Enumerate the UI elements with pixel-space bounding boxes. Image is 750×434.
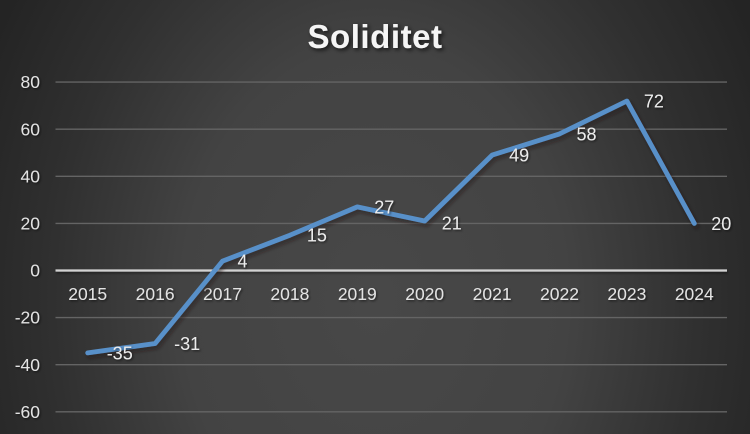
- svg-text:2015: 2015: [68, 284, 107, 304]
- svg-text:4: 4: [238, 252, 248, 272]
- svg-text:2021: 2021: [473, 284, 512, 304]
- svg-text:-35: -35: [107, 343, 133, 363]
- svg-text:20: 20: [21, 214, 41, 234]
- svg-text:72: 72: [644, 91, 664, 111]
- svg-text:20: 20: [711, 214, 731, 234]
- svg-text:-40: -40: [15, 355, 41, 375]
- svg-text:2022: 2022: [540, 284, 579, 304]
- svg-text:60: 60: [21, 119, 41, 139]
- svg-text:2016: 2016: [136, 284, 175, 304]
- svg-text:0: 0: [30, 261, 40, 281]
- svg-text:-31: -31: [174, 334, 200, 354]
- svg-text:2020: 2020: [405, 284, 444, 304]
- svg-text:2023: 2023: [607, 284, 646, 304]
- svg-text:21: 21: [442, 213, 462, 233]
- svg-text:2024: 2024: [675, 284, 714, 304]
- svg-text:2019: 2019: [338, 284, 377, 304]
- svg-text:49: 49: [509, 146, 529, 166]
- svg-text:27: 27: [374, 197, 394, 217]
- svg-text:58: 58: [577, 124, 597, 144]
- svg-text:-60: -60: [15, 402, 41, 422]
- svg-text:-20: -20: [15, 308, 41, 328]
- svg-text:2017: 2017: [203, 284, 242, 304]
- svg-text:Soliditet: Soliditet: [307, 18, 442, 55]
- svg-text:80: 80: [21, 72, 41, 92]
- svg-text:40: 40: [21, 166, 41, 186]
- svg-text:2018: 2018: [270, 284, 309, 304]
- svg-text:15: 15: [307, 226, 327, 246]
